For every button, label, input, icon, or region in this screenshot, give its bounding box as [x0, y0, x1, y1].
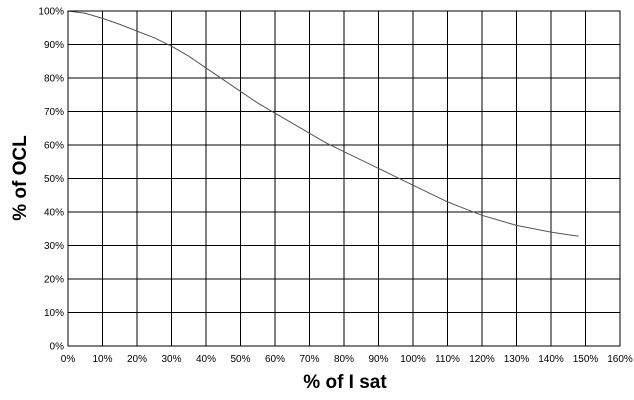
x-tick-label: 140%: [538, 354, 564, 365]
x-axis-title: % of I sat: [303, 372, 387, 393]
y-tick-label: 20%: [44, 275, 64, 286]
y-tick-label: 100%: [38, 7, 64, 18]
y-tick-label: 90%: [44, 40, 64, 51]
x-tick-label: 90%: [368, 354, 388, 365]
x-tick-label: 0%: [61, 354, 76, 365]
x-tick-label: 130%: [504, 354, 530, 365]
x-tick-label: 150%: [573, 354, 599, 365]
y-axis-title: % of OCL: [10, 135, 31, 221]
x-tick-label: 100%: [400, 354, 426, 365]
y-tick-label: 50%: [44, 174, 64, 185]
x-tick-label: 70%: [299, 354, 319, 365]
plot-frame: [67, 10, 621, 347]
x-axis-tick-labels: 0% 10% 20% 30% 40% 50% 60% 70% 80% 90% 100% 110% 120…: [61, 354, 633, 365]
x-tick-label: 80%: [334, 354, 354, 365]
y-tick-label: 0%: [50, 342, 65, 353]
x-tick-label: 40%: [196, 354, 216, 365]
series-line-0: [67, 10, 579, 237]
x-tick-label: 60%: [265, 354, 285, 365]
y-tick-label: 70%: [44, 107, 64, 118]
x-tick-label: 20%: [127, 354, 147, 365]
y-tick-label: 10%: [44, 308, 64, 319]
x-tick-label: 120%: [469, 354, 495, 365]
x-tick-label: 110%: [435, 354, 460, 365]
y-tick-label: 30%: [44, 241, 64, 252]
y-tick-label: 40%: [44, 208, 64, 219]
x-tick-label: 160%: [607, 354, 633, 365]
y-axis-tick-labels: 0% 10% 20% 30% 40% 50% 60% 70% 80% 90% 100%: [38, 7, 64, 353]
x-tick-label: 50%: [230, 354, 250, 365]
y-tick-label: 80%: [44, 74, 64, 85]
grid-lines: [67, 10, 621, 347]
x-tick-label: 10%: [92, 354, 112, 365]
x-tick-label: 30%: [161, 354, 181, 365]
y-tick-label: 60%: [44, 141, 64, 152]
series-group: [67, 10, 579, 237]
